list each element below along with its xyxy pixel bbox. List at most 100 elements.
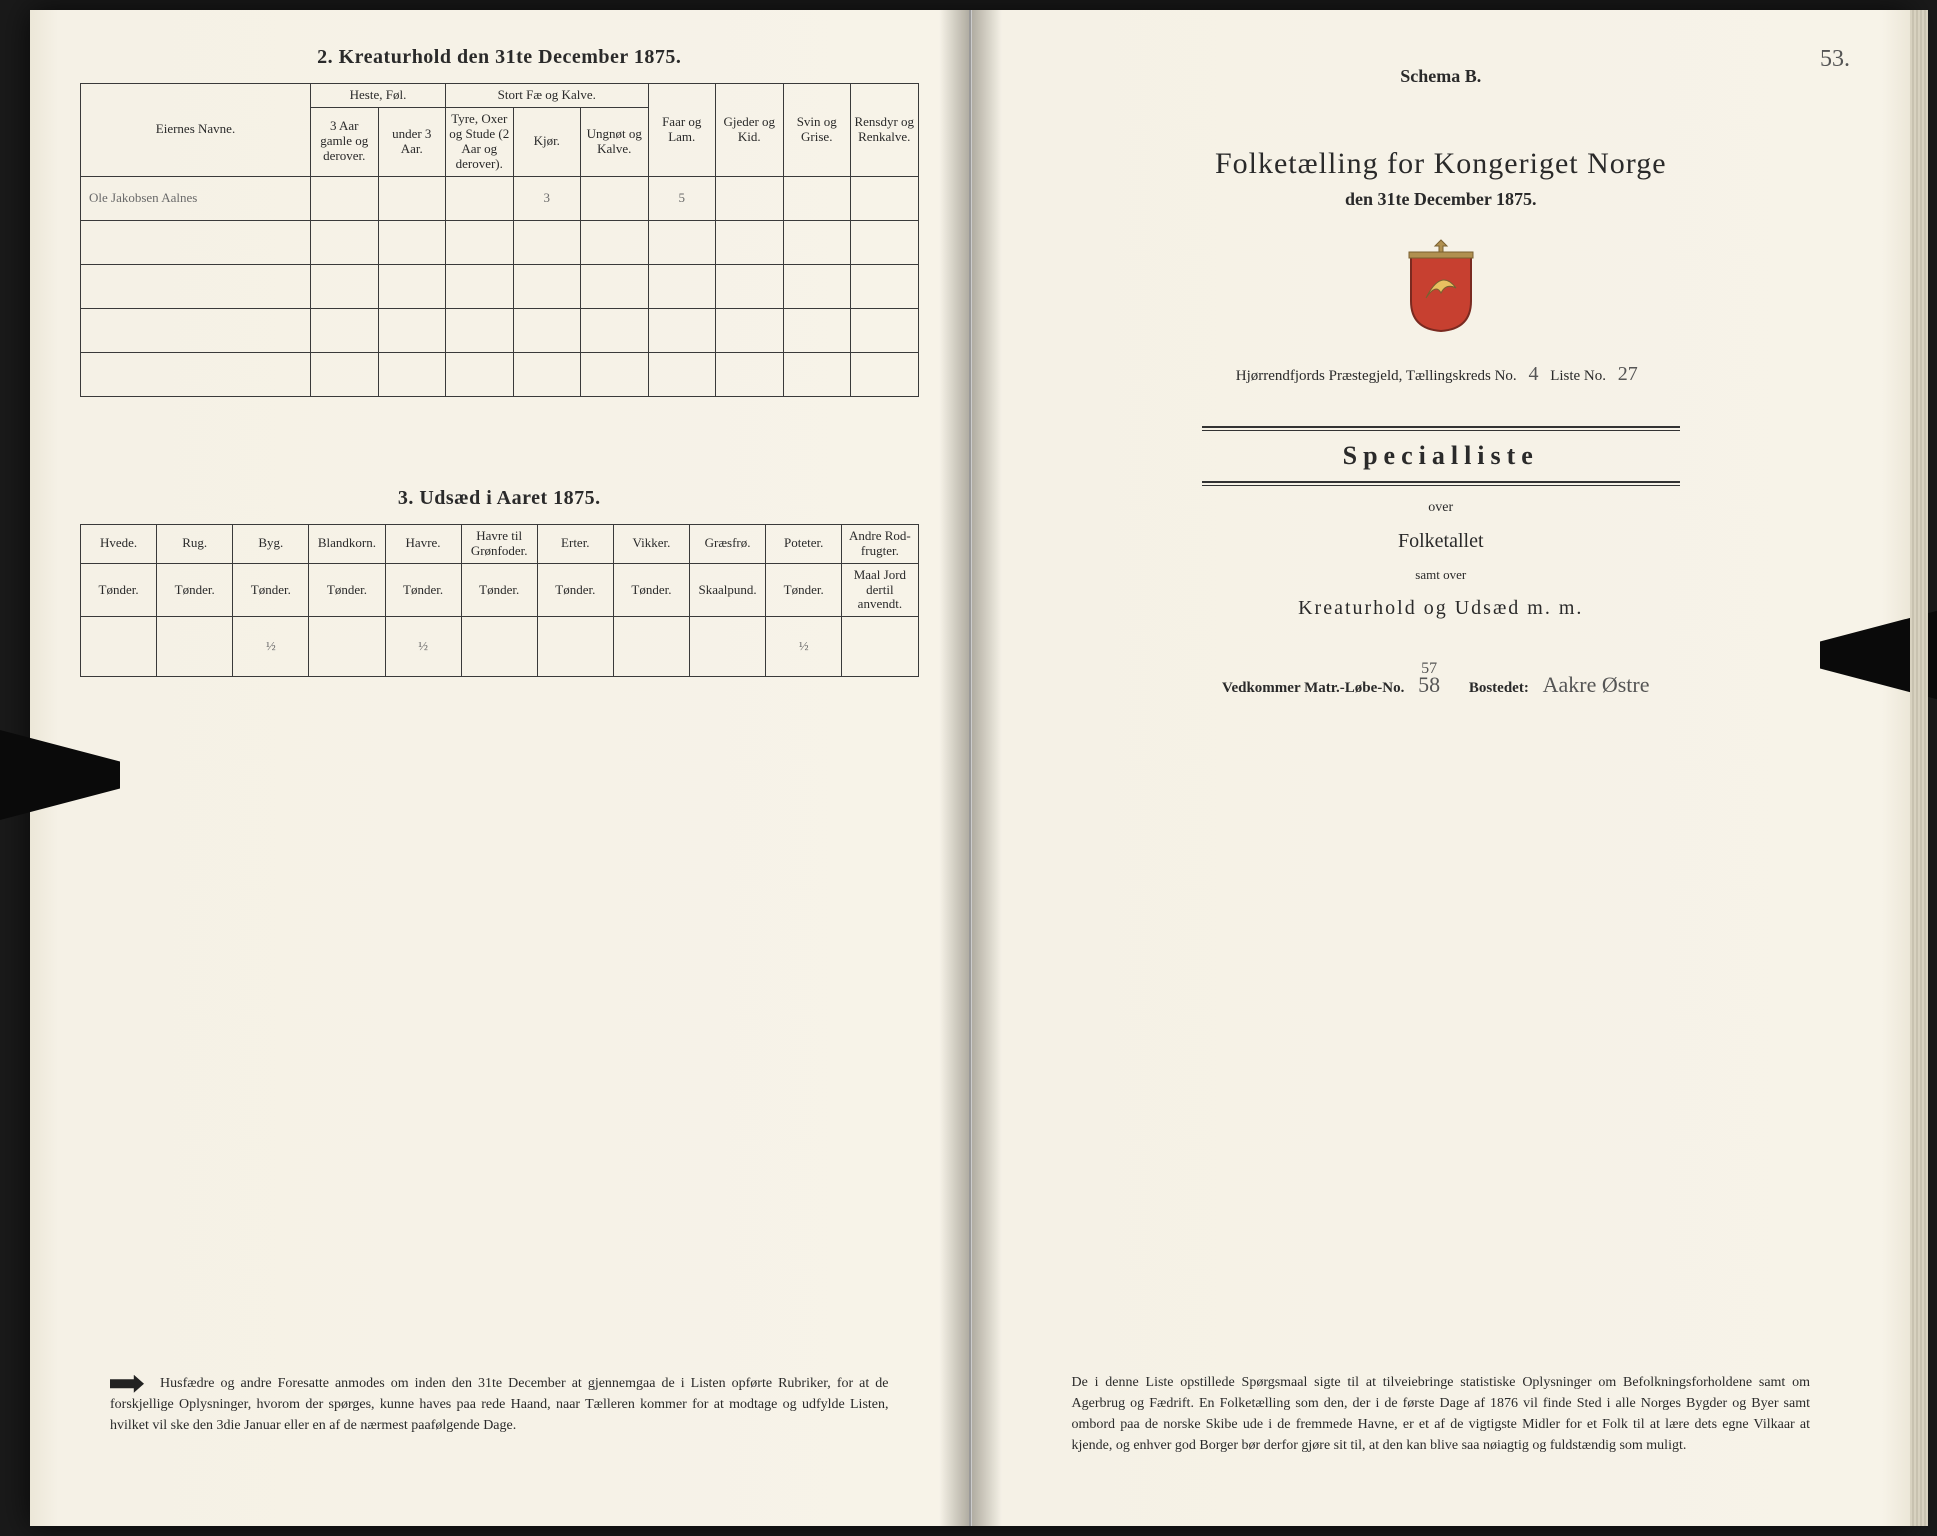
value-cell: [581, 352, 649, 396]
stortfae-group: Stort Fæ og Kalve.: [446, 84, 649, 108]
seed-value-cell: ½: [385, 617, 461, 677]
ren-header: Rensdyr og Renkalve.: [851, 84, 919, 177]
value-cell: [716, 176, 784, 220]
seed-col-header: Havre til Grønfoder.: [461, 524, 537, 563]
value-cell: [378, 352, 446, 396]
seed-value-cell: [690, 617, 766, 677]
seed-col-unit: Tønder.: [309, 563, 385, 617]
spine-shadow: [972, 10, 1002, 1526]
value-cell: [513, 220, 581, 264]
gjeder-header: Gjeder og Kid.: [716, 84, 784, 177]
seed-col-header: Poteter.: [766, 524, 842, 563]
divider: [1202, 426, 1681, 431]
seed-col-header: Vikker.: [613, 524, 689, 563]
schema-label: Schema B.: [1022, 66, 1861, 87]
value-cell: [311, 264, 379, 308]
value-cell: [648, 308, 716, 352]
open-book: 2. Kreaturhold den 31te December 1875. E…: [30, 10, 1910, 1526]
seed-col-header: Rug.: [157, 524, 233, 563]
value-cell: [446, 264, 514, 308]
value-cell: [783, 176, 851, 220]
page-number: 53.: [1820, 46, 1850, 73]
value-cell: [446, 308, 514, 352]
value-cell: [378, 264, 446, 308]
livestock-table: Eiernes Navne. Heste, Føl. Stort Fæ og K…: [80, 83, 919, 397]
value-cell: [446, 176, 514, 220]
page-edges: [1910, 10, 1928, 1526]
seed-value-cell: ½: [766, 617, 842, 677]
seed-col-header: Erter.: [537, 524, 613, 563]
liste-label: Liste No.: [1550, 368, 1606, 384]
value-cell: [783, 264, 851, 308]
divider: [1202, 481, 1681, 486]
coat-of-arms-icon: [1401, 238, 1481, 333]
seed-value-cell: [461, 617, 537, 677]
seed-col-unit: Tønder.: [233, 563, 309, 617]
value-cell: [311, 308, 379, 352]
seed-col-unit: Tønder.: [461, 563, 537, 617]
svin-header: Svin og Grise.: [783, 84, 851, 177]
parish-line: Hjørrendfjords Præstegjeld, Tællingskred…: [1022, 363, 1861, 386]
seed-table: Hvede.Rug.Byg.Blandkorn.Havre.Havre til …: [80, 524, 919, 678]
samt-label: samt over: [1022, 567, 1861, 583]
value-cell: [716, 220, 784, 264]
seed-col-unit: Tønder.: [157, 563, 233, 617]
fae3-header: Ungnøt og Kalve.: [581, 107, 649, 176]
value-cell: [851, 220, 919, 264]
value-cell: [311, 220, 379, 264]
seed-col-unit: Maal Jord dertil anvendt.: [842, 563, 918, 617]
value-cell: [446, 220, 514, 264]
value-cell: [513, 352, 581, 396]
seed-value-cell: ½: [233, 617, 309, 677]
seed-col-unit: Skaalpund.: [690, 563, 766, 617]
seed-col-unit: Tønder.: [81, 563, 157, 617]
value-cell: [783, 352, 851, 396]
bostedet-label: Bostedet:: [1469, 680, 1529, 696]
value-cell: [851, 176, 919, 220]
liste-number: 27: [1610, 363, 1646, 385]
kreatur-label: Kreaturhold og Udsæd m. m.: [1022, 597, 1861, 620]
seed-value-cell: [842, 617, 918, 677]
seed-value-cell: [537, 617, 613, 677]
seed-col-unit: Tønder.: [766, 563, 842, 617]
owner-cell: Ole Jakobsen Aalnes: [81, 176, 311, 220]
value-cell: [378, 220, 446, 264]
value-cell: [581, 176, 649, 220]
value-cell: [783, 308, 851, 352]
value-cell: 3: [513, 176, 581, 220]
owner-cell: [81, 352, 311, 396]
census-subtitle: den 31te December 1875.: [1022, 189, 1861, 210]
value-cell: [648, 220, 716, 264]
value-cell: [648, 352, 716, 396]
census-title: Folketælling for Kongeriget Norge: [1022, 147, 1861, 181]
folketallet-label: Folketallet: [1022, 530, 1861, 553]
value-cell: [513, 308, 581, 352]
value-cell: [581, 264, 649, 308]
seed-col-unit: Tønder.: [613, 563, 689, 617]
seed-col-header: Andre Rod-frugter.: [842, 524, 918, 563]
seed-col-unit: Tønder.: [385, 563, 461, 617]
value-cell: [851, 352, 919, 396]
faar-header: Faar og Lam.: [648, 84, 716, 177]
heste2-header: under 3 Aar.: [378, 107, 446, 176]
value-cell: [648, 264, 716, 308]
bostedet-value: Aakre Østre: [1533, 672, 1660, 697]
heste1-header: 3 Aar gamle og derover.: [311, 107, 379, 176]
value-cell: [783, 220, 851, 264]
seed-col-unit: Tønder.: [537, 563, 613, 617]
value-cell: [513, 264, 581, 308]
section3-title: 3. Udsæd i Aaret 1875.: [80, 487, 919, 510]
vedkommer-label: Vedkommer Matr.-Løbe-No.: [1222, 680, 1404, 696]
heste-group: Heste, Føl.: [311, 84, 446, 108]
seed-col-header: Hvede.: [81, 524, 157, 563]
seed-value-cell: [81, 617, 157, 677]
seed-value-cell: [309, 617, 385, 677]
vedkommer-line: Vedkommer Matr.-Løbe-No. 57 58 Bostedet:…: [1022, 660, 1861, 698]
kreds-number: 4: [1520, 363, 1546, 385]
left-page: 2. Kreaturhold den 31te December 1875. E…: [30, 10, 971, 1526]
left-footer-text: Husfædre og andre Foresatte anmodes om i…: [110, 1376, 889, 1433]
value-cell: [581, 220, 649, 264]
spine-shadow: [939, 10, 969, 1526]
right-footer-text: De i denne Liste opstillede Spørgsmaal s…: [1072, 1372, 1811, 1456]
value-cell: [716, 264, 784, 308]
